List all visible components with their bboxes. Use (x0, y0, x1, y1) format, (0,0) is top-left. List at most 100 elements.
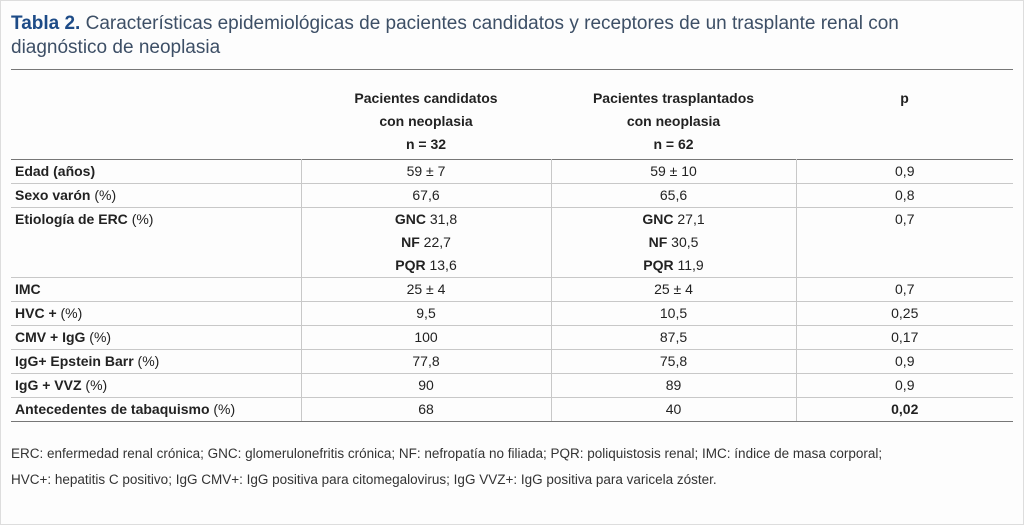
label-text: CMV + IgG (15, 329, 86, 345)
header-line: p (900, 90, 909, 106)
title: Tabla 2. Características epidemiológicas… (11, 12, 1011, 60)
rule (11, 69, 1013, 70)
row-label: CMV + IgG (%) (11, 325, 302, 350)
label-unit: (%) (131, 211, 154, 227)
cell-key: NF (648, 234, 668, 250)
cell-line: GNC 31,8 (306, 208, 547, 231)
label-text: Sexo varón (15, 187, 91, 203)
cell-key: PQR (643, 257, 674, 273)
row-label: IMC (11, 277, 302, 302)
cell-key: GNC (642, 211, 674, 227)
label-text: IMC (15, 281, 41, 297)
footnote-line: HVC+: hepatitis C positivo; IgG CMV+: Ig… (11, 472, 717, 487)
cell-key: PQR (395, 257, 426, 273)
header-line: Pacientes trasplantados (592, 90, 755, 106)
cell: 68 (300, 397, 552, 422)
table-row: Antecedentes de tabaquismo (%) 68 40 0,02 (11, 397, 1013, 422)
cell: 89 (550, 373, 797, 398)
cell: GNC 27,1 NF 30,5 PQR 11,9 (550, 207, 797, 278)
header-cell: Pacientes trasplantados con neoplasia n = … (551, 87, 796, 160)
cell-value: 13,6 (429, 257, 457, 273)
cell-value: 22,7 (423, 234, 451, 250)
cell: 65,6 (550, 183, 797, 208)
cell: 87,5 (550, 325, 797, 350)
cell: 0,7 (795, 277, 1013, 302)
table-row: IgG + VVZ (%) 90 89 0,9 (11, 373, 1013, 398)
cell: 10,5 (550, 301, 797, 326)
header-line: Pacientes candidatos (354, 90, 498, 106)
header-line: con neoplasia (626, 113, 721, 129)
cell-line: NF 22,7 (306, 231, 547, 254)
label-unit: (%) (137, 353, 160, 369)
label-text: Antecedentes de tabaquismo (15, 401, 210, 417)
label-unit: (%) (94, 187, 117, 203)
cell: 77,8 (300, 349, 552, 374)
cell: 0,17 (795, 325, 1013, 350)
cell: 0,8 (795, 183, 1013, 208)
table-row: Etiología de ERC (%) GNC 31,8 NF 22,7 PQR 1… (11, 207, 1013, 278)
label-text: Etiología de ERC (15, 211, 128, 227)
cell-value: 27,1 (677, 211, 705, 227)
label-text: IgG+ Epstein Barr (15, 353, 134, 369)
label-text: IgG + VVZ (15, 377, 82, 393)
cell: 25 ± 4 (300, 277, 552, 302)
header-n: n = 62 (653, 136, 694, 152)
table-row: CMV + IgG (%) 100 87,5 0,17 (11, 325, 1013, 350)
table-row: IgG+ Epstein Barr (%) 77,8 75,8 0,9 (11, 349, 1013, 374)
cell: 75,8 (550, 349, 797, 374)
label-text: HVC + (15, 305, 57, 321)
cell-line: GNC 27,1 (556, 208, 792, 231)
row-label: HVC + (%) (11, 301, 302, 326)
table-row: HVC + (%) 9,5 10,5 0,25 (11, 301, 1013, 326)
row-label: IgG+ Epstein Barr (%) (11, 349, 302, 374)
title-label: Tabla 2. (11, 13, 81, 34)
row-label: Antecedentes de tabaquismo (%) (11, 397, 302, 422)
cell: GNC 31,8 NF 22,7 PQR 13,6 (300, 207, 552, 278)
label-text: Edad (años) (15, 163, 96, 179)
cell: 90 (300, 373, 552, 398)
title-text: Características epidemiológicas de pacie… (85, 13, 899, 34)
label-unit: (%) (85, 377, 108, 393)
cell: 59 ± 7 (300, 159, 552, 184)
header-row: Pacientes candidatos con neoplasia n = 32 P… (11, 87, 1013, 160)
cell: 40 (550, 397, 797, 422)
row-label: Etiología de ERC (%) (11, 207, 302, 278)
row-label: IgG + VVZ (%) (11, 373, 302, 398)
cell-value: 31,8 (429, 211, 458, 227)
title-line: Tabla 2. Características epidemiológicas… (11, 12, 1011, 36)
cell-line: PQR 11,9 (556, 254, 792, 277)
cell: 0,9 (795, 373, 1013, 398)
table-row: IMC 25 ± 4 25 ± 4 0,7 (11, 277, 1013, 302)
cell-line: PQR 13,6 (306, 254, 547, 277)
cell: 9,5 (300, 301, 552, 326)
cell-line: NF 30,5 (556, 231, 792, 254)
cell: 67,6 (300, 183, 552, 208)
row-label: Edad (años) (11, 159, 302, 184)
label-unit: (%) (213, 401, 236, 417)
cell: 0,7 (795, 207, 1013, 278)
label-unit: (%) (60, 305, 83, 321)
cell-value: 11,9 (677, 257, 704, 273)
cell: 0,25 (795, 301, 1013, 326)
cell-value: 30,5 (671, 234, 699, 250)
cell: 0,9 (795, 159, 1013, 184)
title-line: diagnóstico de neoplasia (11, 37, 221, 58)
header-cell: Pacientes candidatos con neoplasia n = 32 (301, 87, 551, 160)
header-empty (11, 87, 301, 160)
label-unit: (%) (89, 329, 112, 345)
header-line: con neoplasia (379, 113, 473, 129)
cell: 25 ± 4 (550, 277, 797, 302)
header-n: n = 32 (405, 136, 447, 152)
cell: 0,9 (795, 349, 1013, 374)
table-row: Sexo varón (%) 67,6 65,6 0,8 (11, 183, 1013, 208)
cell: 59 ± 10 (550, 159, 797, 184)
table: Pacientes candidatos con neoplasia n = 32 P… (11, 87, 1013, 422)
cell-key: NF (401, 234, 420, 250)
table-row: Edad (años) 59 ± 7 59 ± 10 0,9 (11, 159, 1013, 184)
footnote: ERC: enfermedad renal crónica; GNC: glom… (11, 441, 882, 493)
header-cell: p (796, 87, 1013, 160)
footnote-line: ERC: enfermedad renal crónica; GNC: glom… (11, 446, 883, 461)
cell: 100 (300, 325, 552, 350)
cell-key: GNC (394, 211, 426, 227)
